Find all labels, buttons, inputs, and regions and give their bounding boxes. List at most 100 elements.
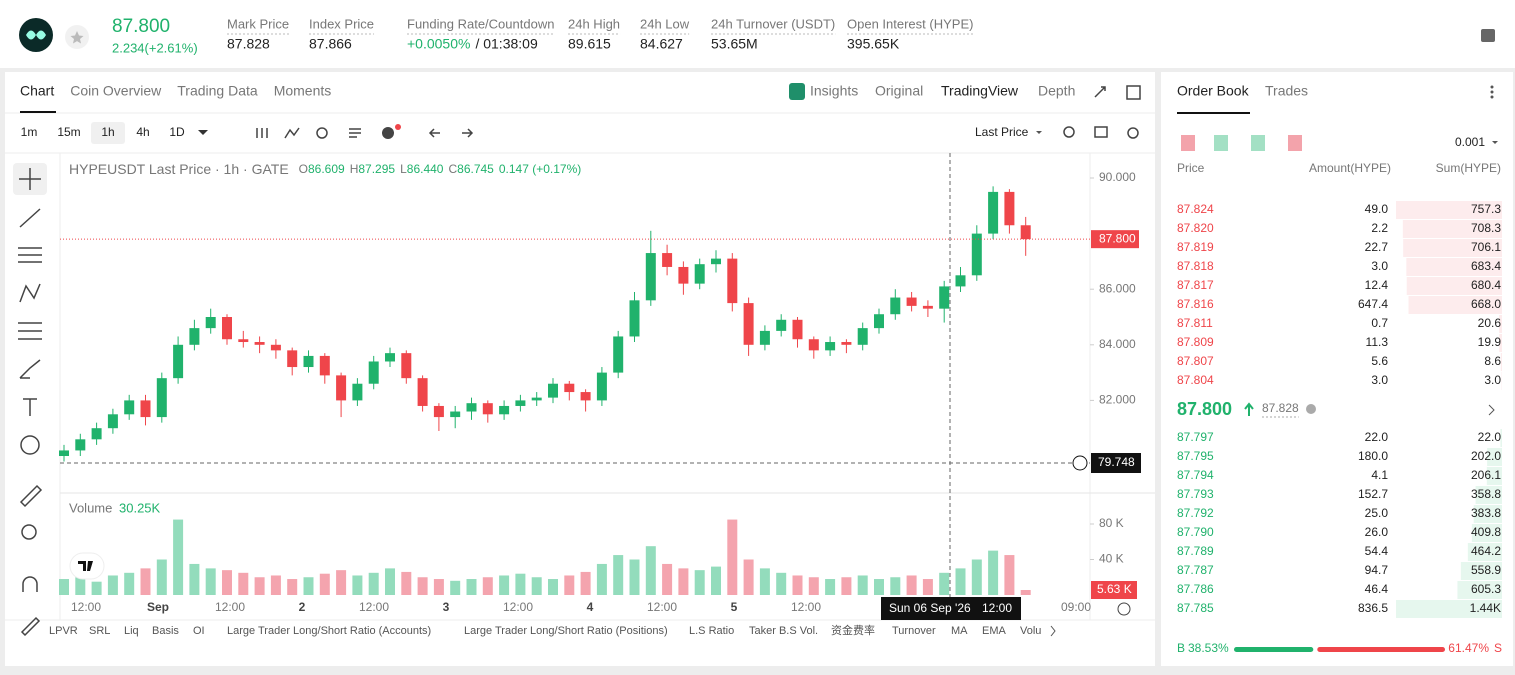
settings-icon[interactable] — [1481, 29, 1495, 42]
candle-body — [548, 384, 558, 398]
volume-bar — [874, 579, 884, 595]
candle-body — [760, 331, 770, 345]
candle-body — [304, 356, 314, 367]
indicator[interactable]: MA — [951, 625, 968, 637]
indicator[interactable]: Volu — [1020, 625, 1041, 637]
indicator[interactable]: EMA — [982, 625, 1007, 637]
interval[interactable]: 4h — [136, 125, 149, 139]
volume-bar — [173, 520, 183, 595]
crosshair-add[interactable] — [1073, 456, 1087, 470]
precision[interactable]: 0.001 — [1455, 135, 1485, 149]
book-price: 87.818 — [1177, 259, 1214, 273]
buy-label: B — [1177, 641, 1185, 655]
x-tick-label: 2 — [299, 600, 306, 614]
x-tick-label: 12:00 — [647, 600, 677, 614]
book-amount: 25.0 — [1365, 506, 1389, 520]
book-sum: 708.3 — [1471, 221, 1501, 235]
candle-body — [532, 398, 542, 401]
book-sum: 22.0 — [1478, 430, 1502, 444]
book-sum: 558.9 — [1471, 563, 1501, 577]
indicator[interactable]: Liq — [124, 625, 139, 637]
view-tab[interactable]: Insights — [810, 83, 858, 99]
interval[interactable]: 1h — [101, 125, 114, 139]
view-tab[interactable]: Original — [875, 83, 923, 99]
indicator[interactable]: LPVR — [49, 625, 78, 637]
chart-tab[interactable]: Coin Overview — [70, 83, 162, 99]
candle-body — [678, 267, 688, 284]
book-price: 87.794 — [1177, 468, 1214, 482]
menu-dot — [1491, 96, 1494, 99]
time-tooltip-time: 12:00 — [982, 601, 1012, 615]
book-view-bids[interactable] — [1214, 135, 1228, 151]
volume-bar — [304, 577, 314, 595]
interval[interactable]: 1m — [21, 125, 38, 139]
book-view-both[interactable] — [1181, 135, 1195, 151]
volume-bar — [760, 568, 770, 595]
volume-bar — [923, 579, 933, 595]
book-sum: 409.8 — [1471, 525, 1501, 539]
chart-tab[interactable]: Chart — [20, 83, 54, 99]
menu-dot[interactable] — [1491, 91, 1494, 94]
x-tick-label: 12:00 — [359, 600, 389, 614]
book-amount: 5.6 — [1371, 354, 1388, 368]
indicator[interactable]: 资金费率 — [831, 623, 875, 637]
alert-icon[interactable] — [382, 127, 394, 139]
x-tick-label: 5 — [731, 600, 738, 614]
candle-body — [956, 275, 966, 286]
volume-bar — [467, 579, 477, 595]
volume-current: 30.25K — [119, 500, 161, 515]
alert-dot — [395, 124, 401, 130]
book-view-asks[interactable] — [1251, 135, 1265, 151]
book-amount: 647.4 — [1358, 297, 1388, 311]
indicator[interactable]: OI — [193, 625, 205, 637]
ohlc-value: 86.440 — [407, 162, 444, 176]
book-price: 87.790 — [1177, 525, 1214, 539]
stat-label: Open Interest (HYPE) — [847, 16, 973, 31]
candle-body — [727, 259, 737, 303]
interval[interactable]: 15m — [57, 125, 80, 139]
crosshair-label: 79.748 — [1098, 455, 1135, 469]
book-amount: 4.1 — [1371, 468, 1388, 482]
price-source[interactable]: Last Price — [975, 125, 1029, 139]
y-tick-label: 90.000 — [1099, 170, 1136, 184]
book-sum: 202.0 — [1471, 449, 1501, 463]
candle-body — [809, 339, 819, 350]
volume-bar — [483, 577, 493, 595]
indicator[interactable]: Large Trader Long/Short Ratio (Positions… — [464, 625, 668, 637]
volume-bar — [532, 577, 542, 595]
volume-bar — [515, 574, 525, 595]
chart-tab[interactable]: Moments — [274, 83, 332, 99]
volume-bar — [108, 575, 118, 595]
book-amount: 12.4 — [1365, 278, 1389, 292]
indicator[interactable]: Turnover — [892, 625, 936, 637]
interval[interactable]: 1D — [169, 125, 185, 139]
volume-bar — [630, 560, 640, 596]
stat-value: 53.65M — [711, 36, 758, 52]
col-header: Price — [1177, 161, 1205, 175]
book-view-asks2[interactable] — [1288, 135, 1302, 151]
view-tab[interactable]: Depth — [1038, 83, 1075, 99]
menu-dot — [1491, 86, 1494, 89]
indicator[interactable]: L.S Ratio — [689, 625, 734, 637]
volume-bar — [825, 579, 835, 595]
volume-bar — [206, 568, 216, 595]
candle-body — [581, 392, 591, 400]
x-tick-label: 12:00 — [215, 600, 245, 614]
book-price: 87.787 — [1177, 563, 1214, 577]
volume-bar — [238, 573, 248, 595]
view-tab[interactable]: TradingView — [941, 83, 1019, 99]
indicator[interactable]: Taker B.S Vol. — [749, 625, 818, 637]
candle-body — [385, 353, 395, 361]
candle-body — [858, 328, 868, 345]
chart-tab[interactable]: Trading Data — [177, 83, 258, 99]
book-price: 87.824 — [1177, 202, 1214, 216]
stat-extra: / 01:38:09 — [475, 36, 537, 52]
book-tab[interactable]: Order Book — [1177, 83, 1250, 99]
col-header: Sum(HYPE) — [1436, 161, 1501, 175]
indicator[interactable]: Basis — [152, 625, 179, 637]
volume-bar — [336, 570, 346, 595]
indicator[interactable]: SRL — [89, 625, 110, 637]
book-tab[interactable]: Trades — [1265, 83, 1308, 99]
indicator[interactable]: Large Trader Long/Short Ratio (Accounts) — [227, 625, 431, 637]
